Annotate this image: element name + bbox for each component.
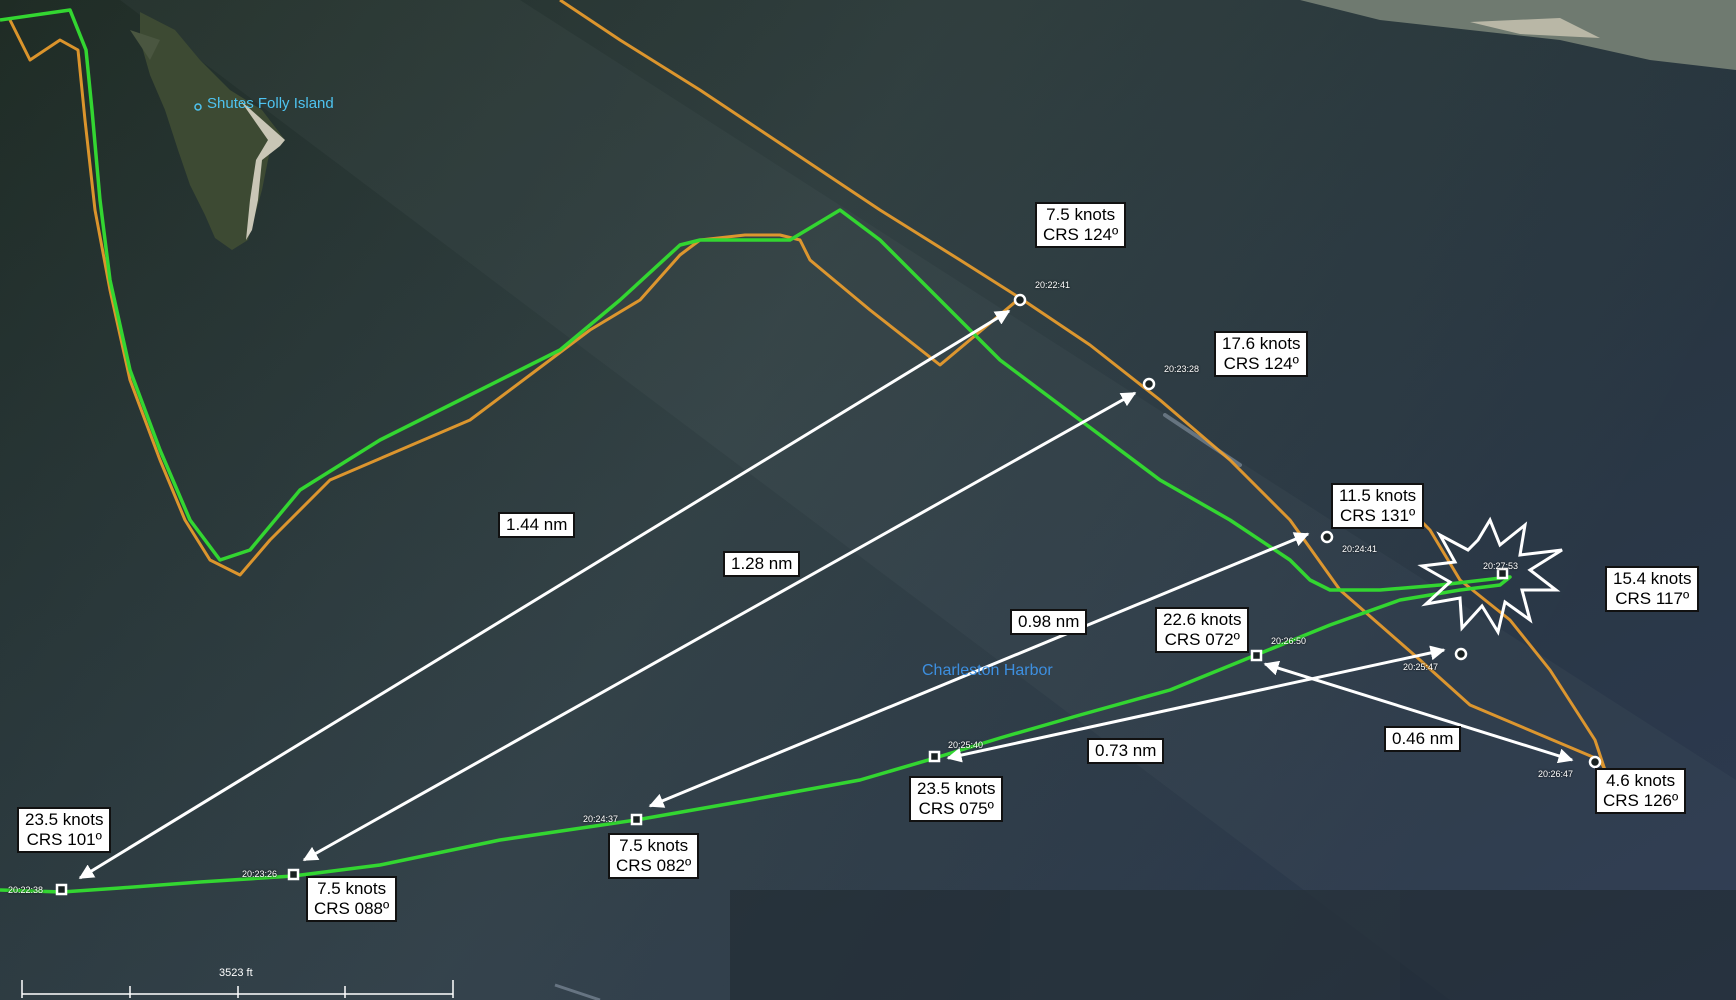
orange-track-point	[1588, 755, 1602, 769]
course-text: CRS 124º	[1223, 354, 1299, 373]
course-text: CRS 075º	[918, 799, 994, 818]
course-text: CRS 117º	[1615, 589, 1690, 608]
vessel-wake	[554, 983, 601, 1000]
speed-text: 23.5 knots	[25, 810, 104, 829]
beach	[1470, 18, 1600, 38]
timestamp: 20:25:47	[1403, 662, 1439, 672]
speed-text: 15.4 knots	[1613, 569, 1692, 588]
timestamp: 20:24:37	[583, 814, 619, 824]
course-text: CRS 131º	[1339, 506, 1416, 525]
shoreline-land	[1300, 0, 1736, 70]
course-text: CRS 101º	[26, 830, 102, 849]
green-track-points	[55, 567, 1509, 896]
orange-track-point	[1454, 647, 1468, 661]
island-name-label: Shutes Folly Island	[207, 95, 334, 112]
scale-bar	[21, 980, 454, 998]
distance-label: 0.98 nm	[1010, 609, 1088, 635]
speed-course-label: 11.5 knots CRS 131º	[1331, 483, 1425, 529]
speed-course-label: 17.6 knots CRS 124º	[1214, 331, 1309, 377]
orange-track-point	[1320, 530, 1334, 544]
speed-course-label: 7.5 knots CRS 124º	[1035, 202, 1127, 248]
timestamp: 20:26:50	[1271, 636, 1307, 646]
collision-burst-icon	[1417, 516, 1563, 636]
speed-text: 7.5 knots	[1046, 205, 1116, 224]
place-marker-icon	[194, 103, 202, 111]
green-track-point	[1250, 649, 1263, 662]
green-track-point	[55, 883, 68, 896]
distance-arrows	[78, 309, 1574, 880]
timestamp: 20:22:38	[8, 885, 44, 895]
timestamp: 20:22:41	[1035, 280, 1071, 290]
collision-point	[1496, 567, 1509, 580]
orange-track-points	[1013, 293, 1602, 769]
course-text: CRS 082º	[616, 856, 692, 875]
distance-label: 0.73 nm	[1087, 738, 1165, 764]
speed-text: 7.5 knots	[317, 879, 387, 898]
collision-timestamp: 20:27:53	[1483, 561, 1519, 571]
speed-course-label: 23.5 knots CRS 075º	[909, 776, 1004, 822]
speed-course-label: 22.6 knots CRS 072º	[1155, 607, 1250, 653]
speed-course-label: 4.6 knots CRS 126º	[1595, 768, 1687, 814]
island-spit	[130, 30, 160, 60]
green-track-point	[287, 868, 300, 881]
scale-bar-label: 3523 ft	[219, 967, 253, 979]
speed-text: 4.6 knots	[1606, 771, 1676, 790]
timestamp: 20:26:47	[1538, 769, 1574, 779]
orange-track-point	[1013, 293, 1027, 307]
imagery-patch	[1010, 890, 1400, 1000]
green-track-point	[630, 813, 643, 826]
speed-course-label: 7.5 knots CRS 082º	[608, 833, 700, 879]
course-text: CRS 072º	[1164, 630, 1240, 649]
speed-course-label: 23.5 knots CRS 101º	[17, 807, 112, 853]
distance-label: 1.44 nm	[498, 512, 576, 538]
timestamp: 20:24:41	[1342, 544, 1378, 554]
speed-text: 17.6 knots	[1222, 334, 1301, 353]
course-text: CRS 126º	[1603, 791, 1679, 810]
distance-label: 0.46 nm	[1384, 726, 1462, 752]
orange-track-point	[1142, 377, 1156, 391]
timestamp: 20:25:40	[948, 740, 984, 750]
course-text: CRS 124º	[1043, 225, 1119, 244]
speed-text: 7.5 knots	[619, 836, 689, 855]
speed-text: 22.6 knots	[1163, 610, 1242, 629]
speed-course-label: 15.4 knots CRS 117º	[1605, 566, 1700, 612]
island	[140, 12, 285, 250]
distance-arrow	[1263, 660, 1574, 764]
course-text: CRS 088º	[314, 899, 390, 918]
timestamp: 20:23:28	[1164, 364, 1200, 374]
distance-label: 1.28 nm	[723, 551, 801, 577]
timestamp: 20:23:26	[242, 869, 278, 879]
speed-course-label: 7.5 knots CRS 088º	[306, 876, 398, 922]
harbor-name-label: Charleston Harbor	[922, 662, 1053, 679]
speed-text: 11.5 knots	[1339, 486, 1417, 505]
green-track-point	[928, 750, 941, 763]
island-beach	[240, 100, 285, 240]
speed-text: 23.5 knots	[917, 779, 996, 798]
